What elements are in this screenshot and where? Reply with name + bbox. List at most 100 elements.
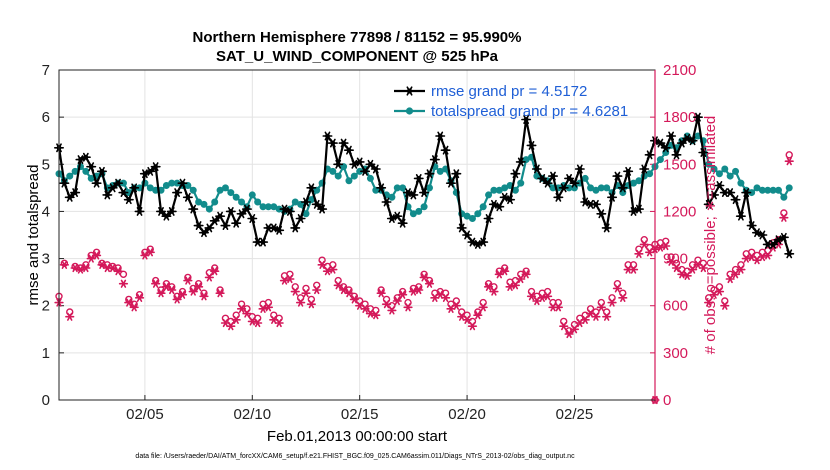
y-tick-label-right: 1800 (663, 109, 696, 126)
series-point-star (80, 152, 91, 162)
obs-assimilated-point (253, 318, 263, 328)
obs-assimilated-point (328, 265, 338, 274)
obs-possible-point (270, 311, 278, 319)
obs-assimilated-point (500, 267, 510, 276)
series-point-star (274, 225, 285, 235)
series-point (415, 207, 423, 215)
series-point-star (746, 221, 757, 231)
series-point-star (370, 164, 381, 174)
obs-possible-point (667, 253, 675, 261)
series-point-star (778, 232, 789, 242)
series-point (82, 167, 90, 175)
series-point-star (376, 183, 387, 193)
series-point (254, 198, 262, 206)
obs-assimilated-point (355, 301, 365, 310)
series-point-star (451, 169, 462, 179)
series-point (721, 165, 729, 173)
obs-assimilated-point (451, 301, 461, 310)
obs-assimilated-point (301, 289, 311, 298)
obs-assimilated-point (242, 309, 252, 318)
obs-assimilated-point (430, 293, 440, 302)
series-point-star (478, 237, 489, 247)
obs-possible-point (576, 314, 584, 322)
y-tick-label-right: 0 (663, 392, 671, 409)
obs-assimilated-point (59, 260, 69, 269)
obs-assimilated-point (177, 290, 188, 299)
series-point (211, 198, 219, 206)
y-tick-label-left: 1 (42, 345, 50, 362)
obs-assimilated-point (725, 274, 735, 284)
obs-assimilated-point (91, 251, 102, 260)
obs-assimilated-point (349, 295, 359, 304)
obs-possible-point (554, 298, 563, 307)
obs-possible-point (527, 287, 536, 296)
obs-possible-point (404, 298, 412, 307)
x-axis-label: Feb.01,2013 00:00:00 start (267, 428, 448, 445)
obs-assimilated-point (462, 315, 472, 324)
series-point-star (381, 197, 392, 207)
y-tick-label-left: 4 (42, 203, 50, 220)
series-point-star (730, 195, 741, 205)
series-point-star (607, 192, 618, 202)
obs-assimilated-point (585, 309, 596, 318)
series-point-star (558, 183, 569, 193)
series-point (189, 186, 197, 194)
series-point-star (134, 206, 145, 216)
series-point-star (617, 183, 628, 193)
obs-assimilated-point (569, 325, 580, 334)
obs-assimilated-point (596, 303, 606, 312)
obs-assimilated-point (97, 260, 107, 269)
obs-possible-point (715, 283, 724, 291)
legend-marker (405, 107, 414, 115)
series-point (227, 189, 235, 197)
series-point (221, 184, 229, 192)
series-point (774, 186, 782, 194)
obs-assimilated-point (204, 273, 214, 282)
obs-assimilated-point (65, 312, 75, 321)
series-point-star (741, 188, 752, 198)
obs-assimilated-point (231, 315, 241, 324)
obs-possible-point (662, 237, 670, 245)
x-tick-label: 02/05 (126, 406, 164, 423)
series-point-star (687, 136, 698, 146)
y-tick-label-left: 6 (42, 109, 50, 126)
obs-assimilated-point (387, 306, 397, 315)
obs-assimilated-point (763, 251, 773, 260)
series-point (238, 198, 246, 206)
series-point-star (505, 195, 516, 205)
series-point-star (408, 190, 419, 200)
y-tick-label-right: 1500 (663, 156, 696, 173)
series-point-star (542, 178, 553, 188)
series-point-star (435, 131, 446, 141)
obs-possible-point (447, 300, 455, 308)
series-point-star (360, 166, 371, 176)
series-point-star (692, 112, 703, 122)
obs-possible-point (479, 298, 487, 307)
obs-possible-point (388, 302, 396, 310)
y-tick-label-left: 2 (42, 298, 50, 315)
series-point (345, 177, 353, 185)
series-point-star (161, 211, 172, 221)
obs-assimilated-point (779, 213, 789, 222)
x-tick-label: 02/15 (341, 406, 379, 423)
series-point-star (596, 209, 607, 219)
obs-assimilated-point (693, 260, 703, 269)
obs-assimilated-point (333, 281, 343, 290)
obs-assimilated-point (403, 303, 413, 312)
obs-assimilated-point (226, 322, 236, 331)
obs-assimilated-point (618, 293, 628, 302)
obs-assimilated-point (747, 252, 757, 262)
series-point-star (440, 145, 451, 155)
obs-possible-point (227, 317, 235, 326)
obs-possible-point (458, 308, 466, 316)
series-point-star (145, 166, 156, 176)
obs-possible-point (296, 294, 305, 302)
legend-entry: rmse grand pr = 4.5172 (431, 83, 587, 100)
obs-possible-point (66, 308, 74, 316)
series-point-star (429, 155, 440, 165)
series-point-star (413, 173, 424, 183)
obs-possible-point (232, 311, 240, 319)
series-point-star (601, 223, 612, 233)
obs-possible-point (785, 151, 793, 159)
series-point (479, 203, 487, 211)
